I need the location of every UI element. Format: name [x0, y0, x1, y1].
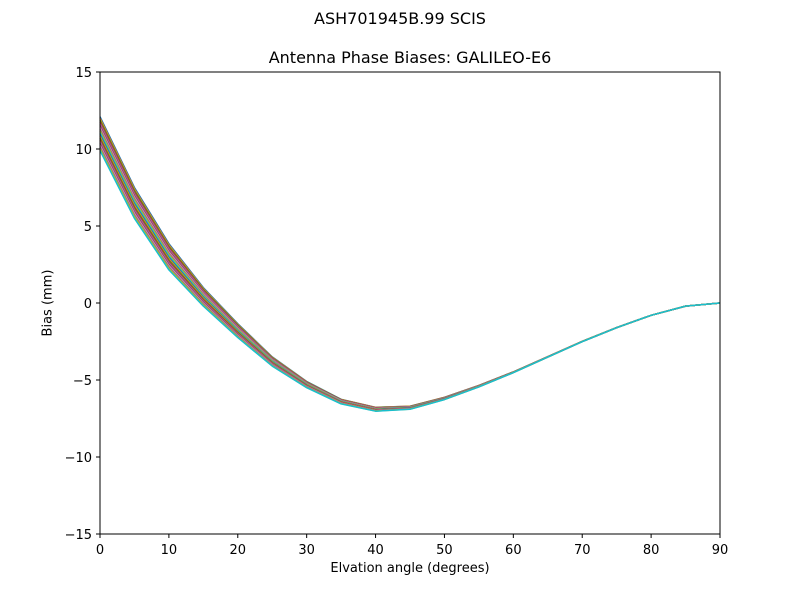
x-tick-label: 90	[712, 543, 729, 558]
y-tick-label: −5	[73, 374, 92, 389]
x-tick-label: 70	[574, 543, 591, 558]
series-line	[99, 134, 721, 411]
x-tick-label: 50	[436, 543, 453, 558]
x-axis-ticks: 0 10 20 30 40 50 60 70 80 90	[96, 534, 728, 558]
x-tick-label: 60	[505, 543, 522, 558]
series-line	[99, 132, 721, 410]
figure-suptitle: ASH701945B.99 SCIS	[314, 9, 486, 28]
axes-frame	[99, 71, 721, 535]
y-tick-label: 10	[75, 143, 92, 158]
y-axis-label: Bias (mm)	[40, 269, 56, 337]
series-line	[99, 119, 721, 409]
series-line	[99, 130, 721, 410]
x-tick-label: 40	[367, 543, 384, 558]
x-tick-label: 30	[298, 543, 315, 558]
x-tick-label: 10	[161, 543, 178, 558]
y-tick-label: 0	[84, 297, 92, 312]
y-axis-ticks: −15 −10 −5 0 5 10 15	[65, 66, 100, 543]
x-tick-label: 20	[230, 543, 247, 558]
series-line	[99, 128, 721, 410]
x-tick-label: 0	[96, 543, 104, 558]
series-line	[99, 118, 721, 409]
series-line	[99, 116, 721, 409]
y-tick-label: −10	[65, 451, 92, 466]
y-tick-label: 15	[75, 66, 92, 81]
series-line	[99, 150, 721, 412]
y-tick-label: −15	[65, 528, 92, 543]
series-line	[99, 127, 721, 410]
series-line	[99, 121, 721, 409]
x-axis-label: Elvation angle (degrees)	[330, 561, 490, 576]
chart-lines	[99, 116, 721, 412]
y-tick-label: 5	[84, 220, 92, 235]
series-line	[99, 123, 721, 409]
series-line	[99, 125, 721, 410]
chart-title: Antenna Phase Biases: GALILEO-E6	[268, 48, 552, 67]
x-tick-label: 80	[643, 543, 660, 558]
series-line	[99, 135, 721, 411]
